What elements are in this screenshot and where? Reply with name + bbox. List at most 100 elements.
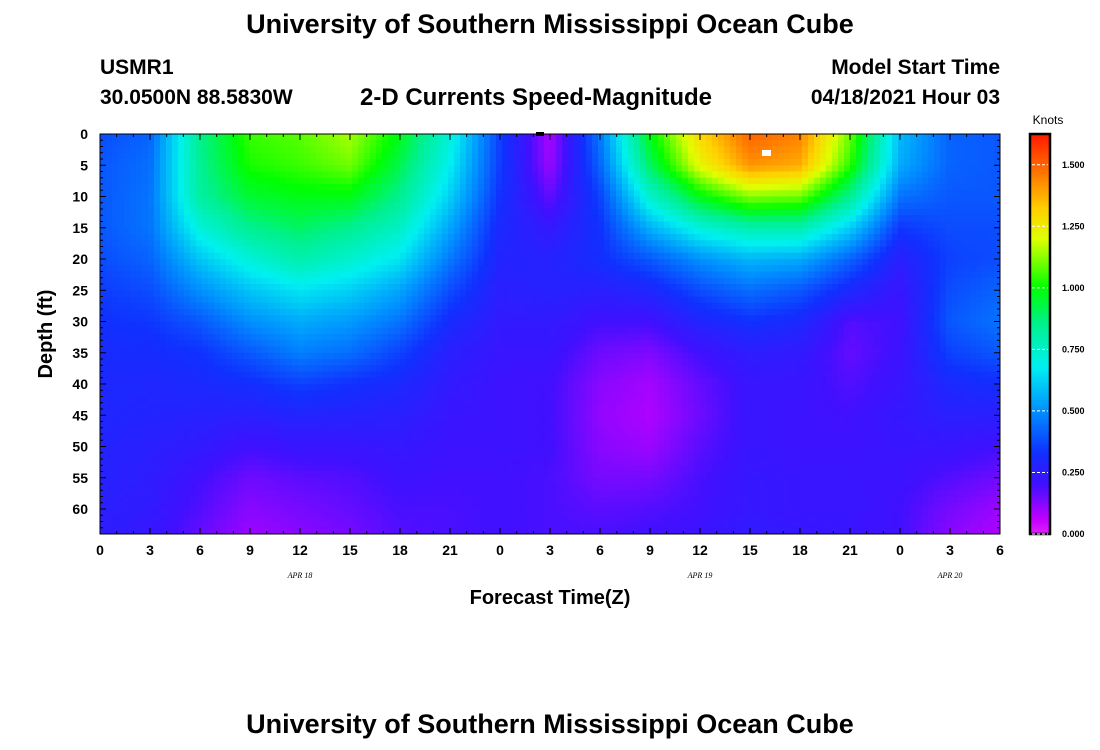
heatmap-cell bbox=[172, 196, 179, 204]
heatmap-cell bbox=[106, 240, 113, 248]
heatmap-cell bbox=[160, 471, 167, 479]
heatmap-cell bbox=[382, 377, 389, 385]
heatmap-cell bbox=[454, 252, 461, 260]
heatmap-cell bbox=[136, 346, 143, 354]
heatmap-cell bbox=[478, 184, 485, 191]
heatmap-cell bbox=[532, 309, 539, 316]
heatmap-cell bbox=[310, 290, 317, 298]
heatmap-cell bbox=[202, 209, 209, 216]
heatmap-cell bbox=[322, 134, 329, 141]
heatmap-cell bbox=[232, 234, 239, 241]
heatmap-cell bbox=[370, 290, 377, 298]
heatmap-cell bbox=[358, 365, 365, 373]
heatmap-cell bbox=[460, 284, 467, 291]
heatmap-cell bbox=[550, 334, 557, 341]
heatmap-cell bbox=[466, 446, 473, 454]
heatmap-cell bbox=[184, 315, 191, 323]
heatmap-cell bbox=[550, 515, 557, 523]
heatmap-cell bbox=[160, 184, 167, 191]
heatmap-cell bbox=[226, 190, 233, 198]
heatmap-cell bbox=[136, 284, 143, 291]
heatmap-cell bbox=[280, 309, 287, 316]
heatmap-cell bbox=[292, 340, 299, 348]
heatmap-cell bbox=[436, 527, 443, 534]
heatmap-cell bbox=[256, 359, 263, 366]
heatmap-cell bbox=[364, 371, 371, 379]
heatmap-cell bbox=[400, 265, 407, 273]
heatmap-cell bbox=[292, 321, 299, 329]
heatmap-cell bbox=[538, 359, 545, 366]
heatmap-cell bbox=[466, 259, 473, 266]
heatmap-cell bbox=[130, 196, 137, 204]
heatmap-cell bbox=[196, 340, 203, 348]
heatmap-cell bbox=[250, 302, 257, 310]
heatmap-cell bbox=[388, 246, 395, 254]
heatmap-cell bbox=[184, 359, 191, 366]
heatmap-cell bbox=[520, 409, 527, 416]
heatmap-cell bbox=[412, 271, 419, 279]
heatmap-cell bbox=[526, 240, 533, 248]
heatmap-cell bbox=[418, 271, 425, 279]
heatmap-cell bbox=[544, 377, 551, 385]
heatmap-cell bbox=[172, 165, 179, 173]
heatmap-cell bbox=[238, 415, 245, 423]
heatmap-cell bbox=[358, 359, 365, 366]
heatmap-cell bbox=[484, 434, 491, 441]
heatmap-cell bbox=[550, 209, 557, 216]
heatmap-cell bbox=[202, 327, 209, 335]
heatmap-cell bbox=[418, 246, 425, 254]
heatmap-cell bbox=[268, 521, 275, 529]
heatmap-cell bbox=[178, 196, 185, 204]
heatmap-cell bbox=[430, 334, 437, 341]
heatmap-cell bbox=[166, 315, 173, 323]
heatmap-cell bbox=[406, 259, 413, 266]
heatmap-cell bbox=[556, 427, 563, 435]
heatmap-cell bbox=[364, 184, 371, 191]
heatmap-cell bbox=[388, 221, 395, 229]
heatmap-cell bbox=[202, 484, 209, 491]
heatmap-cell bbox=[136, 402, 143, 410]
heatmap-cell bbox=[352, 427, 359, 435]
heatmap-cell bbox=[400, 471, 407, 479]
heatmap-cell bbox=[520, 177, 527, 185]
heatmap-cell bbox=[334, 271, 341, 279]
heatmap-cell bbox=[172, 184, 179, 191]
heatmap-cell bbox=[502, 415, 509, 423]
heatmap-cell bbox=[154, 377, 161, 385]
heatmap-cell bbox=[496, 290, 503, 298]
heatmap-cell bbox=[310, 246, 317, 254]
heatmap-cell bbox=[496, 484, 503, 491]
heatmap-cell bbox=[178, 271, 185, 279]
heatmap-cell bbox=[238, 346, 245, 354]
heatmap-cell bbox=[262, 140, 269, 148]
heatmap-cell bbox=[232, 465, 239, 473]
heatmap-cell bbox=[232, 471, 239, 479]
heatmap-cell bbox=[544, 415, 551, 423]
heatmap-cell bbox=[472, 246, 479, 254]
heatmap-cell bbox=[262, 202, 269, 210]
heatmap-cell bbox=[418, 284, 425, 291]
heatmap-cell bbox=[334, 515, 341, 523]
heatmap-cell bbox=[418, 459, 425, 466]
heatmap-cell bbox=[376, 496, 383, 504]
heatmap-cell bbox=[220, 340, 227, 348]
heatmap-cell bbox=[136, 296, 143, 304]
heatmap-cell bbox=[226, 409, 233, 416]
heatmap-cell bbox=[520, 496, 527, 504]
heatmap-cell bbox=[322, 146, 329, 154]
heatmap-cell bbox=[280, 146, 287, 154]
heatmap-cell bbox=[244, 340, 251, 348]
heatmap-cell bbox=[334, 221, 341, 229]
heatmap-cell bbox=[118, 459, 125, 466]
heatmap-cell bbox=[154, 452, 161, 460]
heatmap-cell bbox=[388, 177, 395, 185]
heatmap-cell bbox=[250, 165, 257, 173]
heatmap-cell bbox=[562, 346, 569, 354]
heatmap-cell bbox=[178, 352, 185, 360]
heatmap-cell bbox=[178, 509, 185, 516]
heatmap-cell bbox=[148, 309, 155, 316]
heatmap-cell bbox=[220, 446, 227, 454]
heatmap-cell bbox=[364, 196, 371, 204]
heatmap-cell bbox=[514, 496, 521, 504]
heatmap-cell bbox=[124, 446, 131, 454]
